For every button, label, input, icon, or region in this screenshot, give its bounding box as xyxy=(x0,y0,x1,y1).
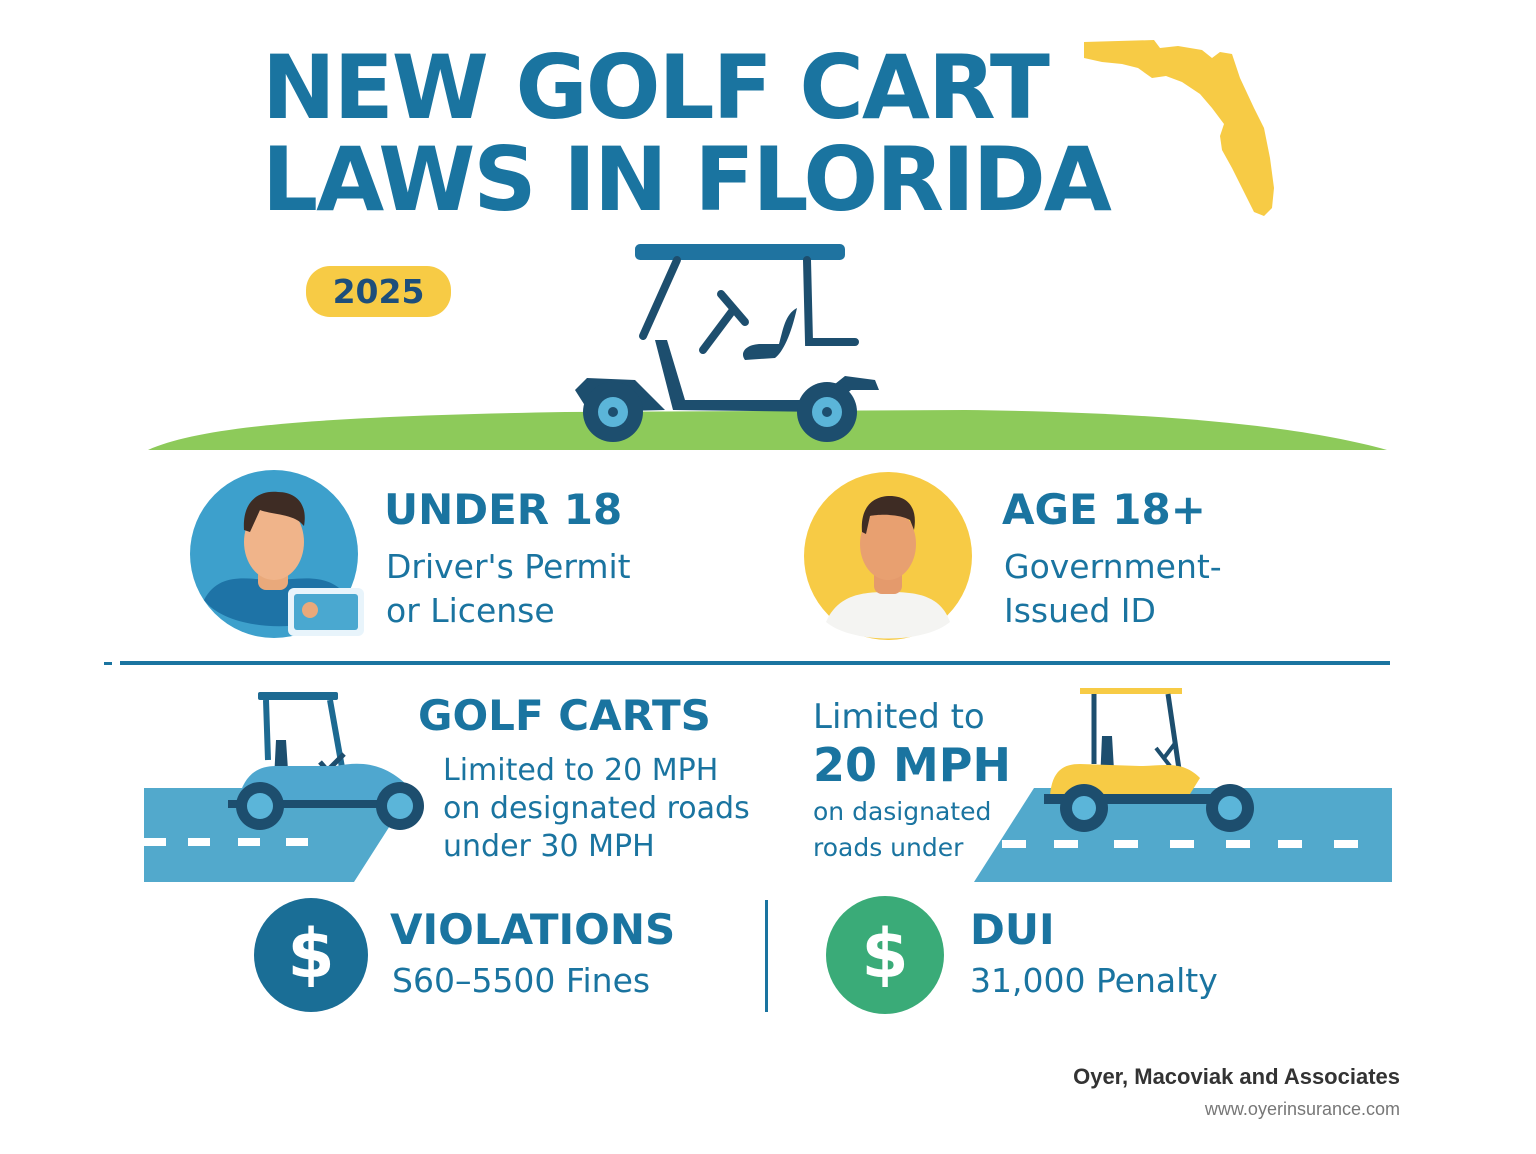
page-title: NEW GOLF CART LAWS IN FLORIDA xyxy=(262,36,1112,231)
limited-line-3: on dasignated xyxy=(813,797,992,826)
vertical-separator xyxy=(765,900,768,1012)
golf-carts-line-2: on designated roads xyxy=(443,791,750,826)
golf-carts-heading: GOLF CARTS xyxy=(418,691,711,740)
footer-url: www.oyerinsurance.com xyxy=(1204,1099,1400,1119)
golf-cart-yellow-icon xyxy=(1044,688,1254,832)
under18-avatar-icon xyxy=(190,470,364,638)
road-left xyxy=(144,788,414,882)
age18-heading: AGE 18+ xyxy=(1002,485,1206,534)
violations-heading: VIOLATIONS xyxy=(390,905,676,954)
age18-line-2: Issued ID xyxy=(1004,591,1156,630)
under18-line-1: Driver's Permit xyxy=(386,547,631,586)
golf-carts-line-3: under 30 MPH xyxy=(443,829,655,864)
under18-line-2: or License xyxy=(386,591,555,630)
golf-cart-icon xyxy=(575,244,879,442)
section-divider-line xyxy=(120,661,1390,665)
limited-line-2: 20 MPH xyxy=(813,738,1012,792)
violations-dollar-icon: $ xyxy=(254,898,368,1012)
dui-dollar-icon: $ xyxy=(826,896,944,1014)
title-line-1: NEW GOLF CART xyxy=(262,36,1050,139)
under18-heading: UNDER 18 xyxy=(384,485,623,534)
limited-line-1: Limited to xyxy=(813,697,985,737)
age18-avatar-icon xyxy=(804,472,972,640)
grass-hill xyxy=(148,410,1387,450)
footer-company: Oyer, Macoviak and Associates xyxy=(1073,1064,1400,1089)
age18-line-1: Government- xyxy=(1004,547,1222,586)
florida-map-icon xyxy=(1084,40,1274,216)
section-divider xyxy=(104,662,112,665)
violations-value: S60–5500 Fines xyxy=(392,961,651,1000)
year-badge: 2025 xyxy=(306,266,451,317)
dui-heading: DUI xyxy=(970,905,1055,954)
golf-carts-line-1: Limited to 20 MPH xyxy=(443,753,719,788)
golf-cart-blue-icon xyxy=(228,692,424,830)
dui-value: 31,000 Penalty xyxy=(970,961,1218,1000)
limited-line-4: roads under xyxy=(813,833,964,862)
title-line-2: LAWS IN FLORIDA xyxy=(262,128,1112,231)
